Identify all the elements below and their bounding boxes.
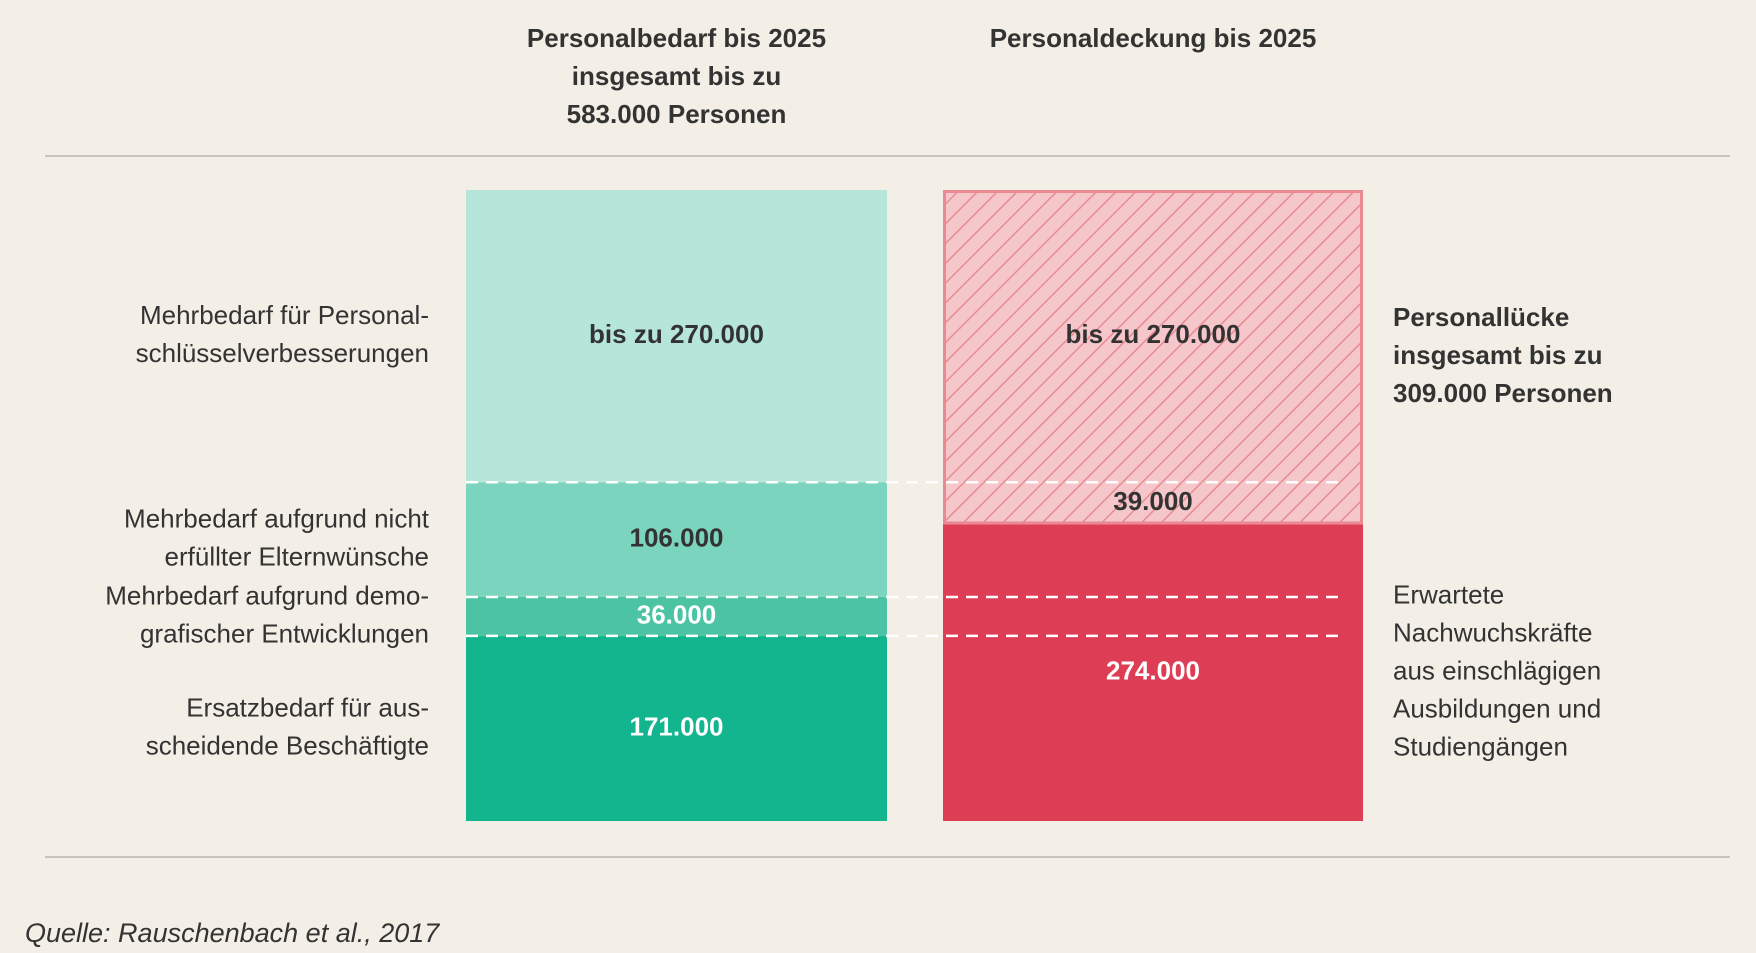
annotation: Studiengängen <box>1393 732 1568 762</box>
segment-name: Mehrbedarf aufgrund demo- <box>105 580 429 610</box>
annotation: Erwartete <box>1393 580 1504 610</box>
segment-name: Ersatzbedarf für aus- <box>186 692 429 722</box>
annotation: aus einschlägigen <box>1393 656 1601 686</box>
segment-name: erfüllter Elternwünsche <box>165 541 429 571</box>
segment-name: schlüsselverbesserungen <box>136 338 429 368</box>
column-header: 583.000 Personen <box>567 99 787 129</box>
annotation: Ausbildungen und <box>1393 694 1601 724</box>
annotation: 309.000 Personen <box>1393 378 1613 408</box>
segment-value-label: 39.000 <box>1113 486 1193 516</box>
segment-value-label: 274.000 <box>1106 656 1200 686</box>
annotation: Nachwuchskräfte <box>1393 618 1592 648</box>
segment-name: scheidende Beschäftigte <box>146 730 429 760</box>
bar-segment <box>943 190 1363 483</box>
segment-value-label: 36.000 <box>637 599 717 629</box>
segment-value-label: bis zu 270.000 <box>589 319 764 349</box>
segment-name: Mehrbedarf für Personal- <box>140 300 429 330</box>
column-header: insgesamt bis zu <box>572 61 782 91</box>
column-header: Personaldeckung bis 2025 <box>990 23 1317 53</box>
segment-name: grafischer Entwicklungen <box>140 618 429 648</box>
column-header: Personalbedarf bis 2025 <box>527 23 826 53</box>
bar-segment <box>943 524 1363 821</box>
bar-segment <box>466 596 887 636</box>
segment-value-label: bis zu 270.000 <box>1066 319 1241 349</box>
bar-segment <box>466 635 887 821</box>
bar-segment <box>466 482 887 597</box>
annotation: Personallücke <box>1393 302 1569 332</box>
annotation: insgesamt bis zu <box>1393 340 1603 370</box>
hatch-border <box>943 190 1363 525</box>
segment-value-label: 106.000 <box>630 522 724 552</box>
segment-value-label: 171.000 <box>630 711 724 741</box>
bar-segment <box>466 190 887 483</box>
segment-name: Mehrbedarf aufgrund nicht <box>124 503 430 533</box>
bar-segment <box>943 482 1363 525</box>
source: Quelle: Rauschenbach et al., 2017 <box>25 918 440 948</box>
